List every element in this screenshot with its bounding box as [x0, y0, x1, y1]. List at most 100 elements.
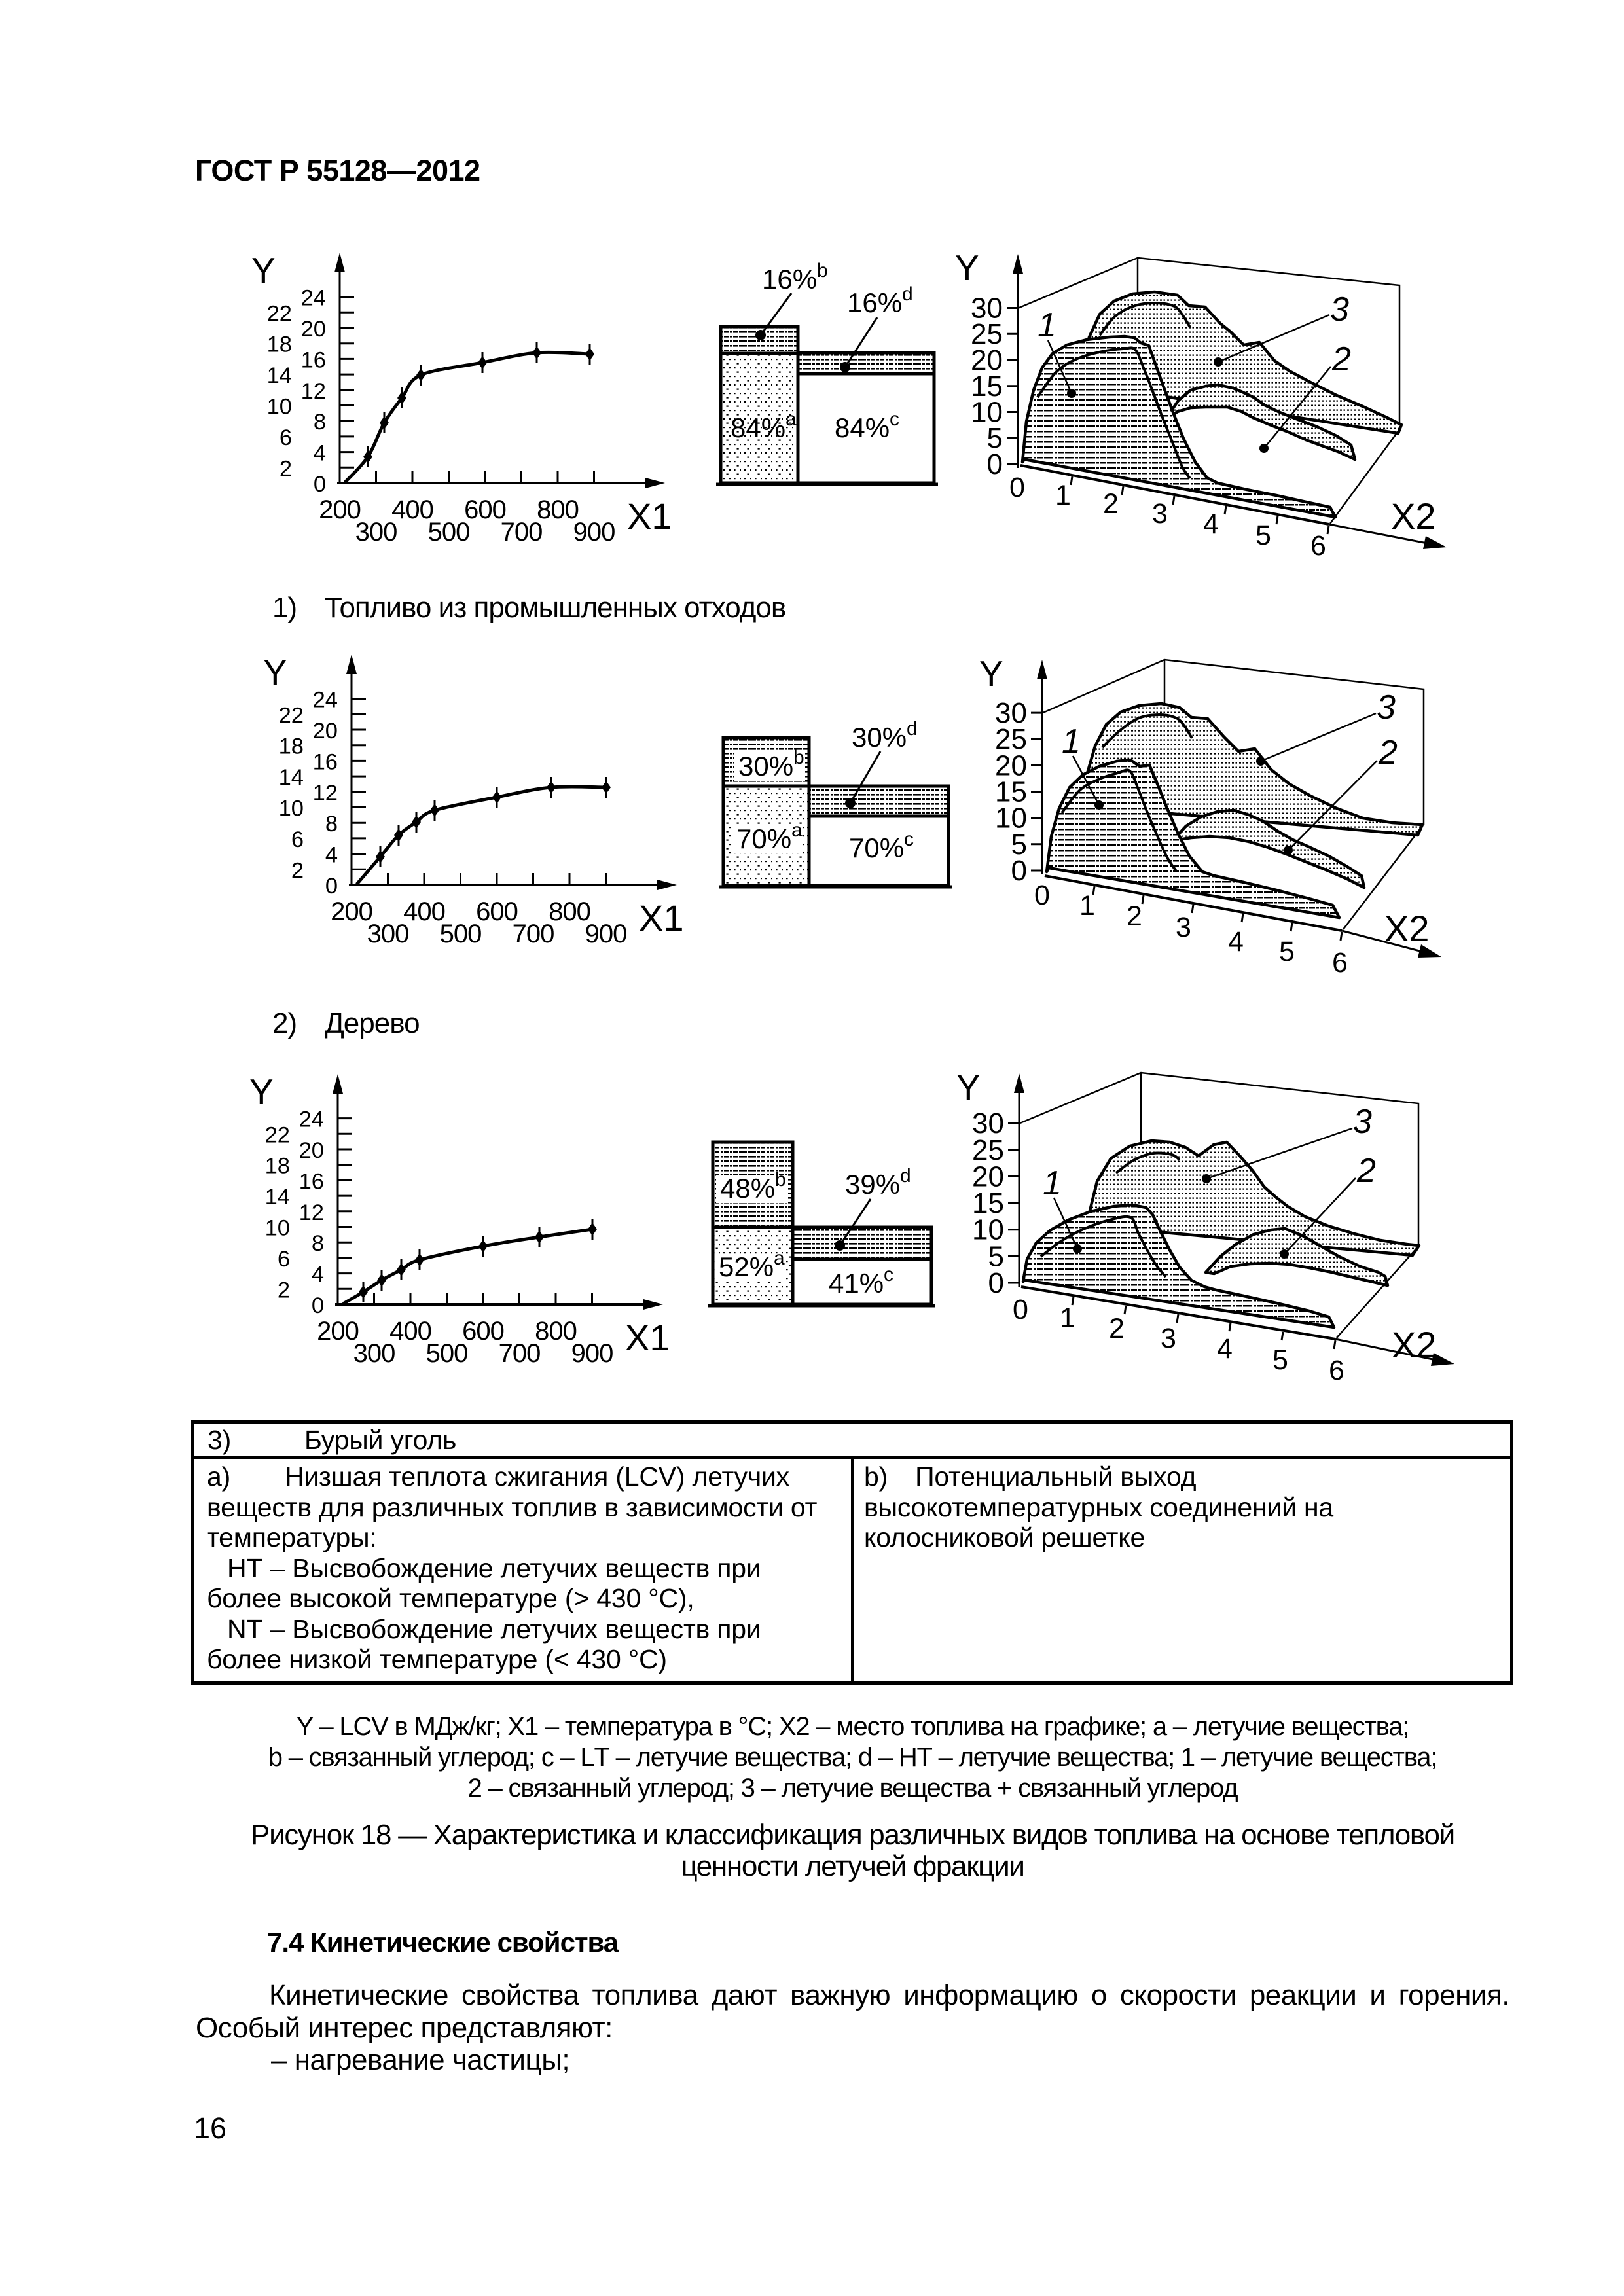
svg-text:10: 10 — [972, 1214, 1004, 1246]
svg-text:a: a — [785, 408, 797, 430]
svg-text:18: 18 — [279, 734, 304, 759]
svg-text:14: 14 — [267, 363, 292, 388]
svg-text:2: 2 — [1127, 901, 1142, 932]
svg-text:48%: 48% — [720, 1173, 775, 1204]
svg-text:X1: X1 — [625, 1317, 670, 1358]
svg-text:4: 4 — [312, 1263, 324, 1287]
svg-text:12: 12 — [301, 379, 326, 404]
svg-text:5: 5 — [1279, 936, 1295, 967]
svg-text:X1: X1 — [627, 495, 672, 537]
svg-text:2: 2 — [291, 858, 304, 883]
svg-text:15: 15 — [995, 776, 1027, 808]
svg-text:1: 1 — [1062, 723, 1081, 761]
svg-text:0: 0 — [1034, 880, 1050, 911]
svg-text:3: 3 — [1161, 1323, 1176, 1354]
svg-text:1: 1 — [1060, 1302, 1075, 1334]
svg-text:41%: 41% — [829, 1268, 884, 1299]
svg-text:14: 14 — [265, 1185, 290, 1210]
svg-text:200: 200 — [317, 1317, 359, 1346]
svg-text:5: 5 — [988, 1240, 1004, 1272]
svg-text:b: b — [817, 260, 828, 281]
svg-text:6: 6 — [1329, 1355, 1344, 1386]
svg-text:1: 1 — [1043, 1164, 1062, 1202]
svg-text:20: 20 — [301, 317, 326, 342]
svg-text:25: 25 — [972, 1134, 1004, 1166]
svg-text:52%: 52% — [719, 1251, 774, 1282]
svg-text:b: b — [793, 747, 804, 768]
svg-text:2: 2 — [1378, 734, 1398, 772]
svg-text:Y: Y — [263, 652, 287, 692]
svg-text:6: 6 — [291, 827, 304, 852]
svg-text:20: 20 — [313, 719, 338, 744]
svg-text:84%: 84% — [835, 412, 890, 443]
svg-text:2: 2 — [1109, 1313, 1125, 1344]
svg-text:10: 10 — [995, 802, 1027, 834]
svg-text:39%: 39% — [845, 1169, 900, 1200]
svg-text:4: 4 — [314, 441, 326, 466]
svg-text:800: 800 — [537, 495, 579, 524]
svg-text:3: 3 — [1353, 1103, 1372, 1141]
svg-text:300: 300 — [355, 518, 397, 547]
svg-text:18: 18 — [267, 332, 292, 357]
svg-text:4: 4 — [325, 843, 338, 868]
svg-text:Y: Y — [251, 250, 276, 291]
svg-text:2: 2 — [278, 1278, 290, 1302]
svg-text:d: d — [902, 283, 913, 305]
svg-text:300: 300 — [367, 920, 409, 948]
svg-text:6: 6 — [280, 425, 292, 450]
svg-text:20: 20 — [972, 1160, 1004, 1193]
svg-text:400: 400 — [403, 897, 445, 926]
svg-text:400: 400 — [391, 495, 433, 524]
svg-text:0: 0 — [325, 874, 338, 899]
svg-text:900: 900 — [571, 1339, 613, 1368]
svg-text:X1: X1 — [639, 897, 684, 939]
svg-text:10: 10 — [267, 395, 292, 420]
svg-text:4: 4 — [1217, 1333, 1233, 1365]
svg-text:16%: 16% — [762, 264, 817, 295]
svg-text:20: 20 — [971, 344, 1003, 376]
svg-text:c: c — [904, 829, 914, 850]
svg-text:0: 0 — [1013, 1294, 1028, 1325]
svg-text:600: 600 — [476, 897, 518, 926]
svg-text:a: a — [791, 819, 803, 841]
svg-text:0: 0 — [1009, 472, 1025, 503]
svg-text:1: 1 — [1079, 890, 1095, 922]
svg-text:20: 20 — [299, 1138, 324, 1163]
svg-text:200: 200 — [331, 897, 372, 926]
svg-text:3: 3 — [1377, 689, 1396, 726]
svg-text:X2: X2 — [1392, 1324, 1437, 1365]
svg-text:16: 16 — [299, 1169, 324, 1194]
svg-text:25: 25 — [971, 318, 1003, 350]
svg-text:15: 15 — [972, 1187, 1004, 1219]
svg-text:900: 900 — [573, 518, 615, 547]
svg-text:70%: 70% — [736, 823, 791, 854]
svg-text:d: d — [900, 1165, 911, 1187]
svg-text:Y: Y — [955, 247, 979, 288]
svg-text:16: 16 — [301, 348, 326, 372]
svg-text:24: 24 — [301, 286, 326, 311]
svg-text:0: 0 — [312, 1293, 324, 1318]
svg-text:5: 5 — [1011, 829, 1027, 861]
svg-text:70%: 70% — [849, 833, 904, 863]
svg-text:12: 12 — [313, 781, 338, 806]
svg-text:12: 12 — [299, 1200, 324, 1225]
svg-text:6: 6 — [1310, 530, 1326, 562]
svg-text:700: 700 — [501, 518, 543, 547]
svg-text:10: 10 — [971, 397, 1003, 429]
svg-text:84%: 84% — [731, 412, 785, 443]
svg-text:8: 8 — [312, 1231, 324, 1256]
svg-text:c: c — [890, 408, 899, 430]
svg-text:22: 22 — [265, 1122, 290, 1147]
svg-text:24: 24 — [299, 1107, 324, 1132]
svg-text:400: 400 — [389, 1317, 431, 1346]
svg-text:2: 2 — [280, 456, 292, 481]
svg-text:Y: Y — [979, 653, 1003, 694]
svg-text:500: 500 — [440, 920, 482, 948]
svg-text:8: 8 — [325, 812, 338, 836]
svg-text:a: a — [774, 1247, 785, 1269]
svg-text:10: 10 — [279, 797, 304, 821]
svg-text:700: 700 — [513, 920, 554, 948]
svg-text:22: 22 — [267, 301, 292, 326]
svg-text:14: 14 — [279, 765, 304, 790]
svg-text:16%: 16% — [847, 287, 902, 318]
